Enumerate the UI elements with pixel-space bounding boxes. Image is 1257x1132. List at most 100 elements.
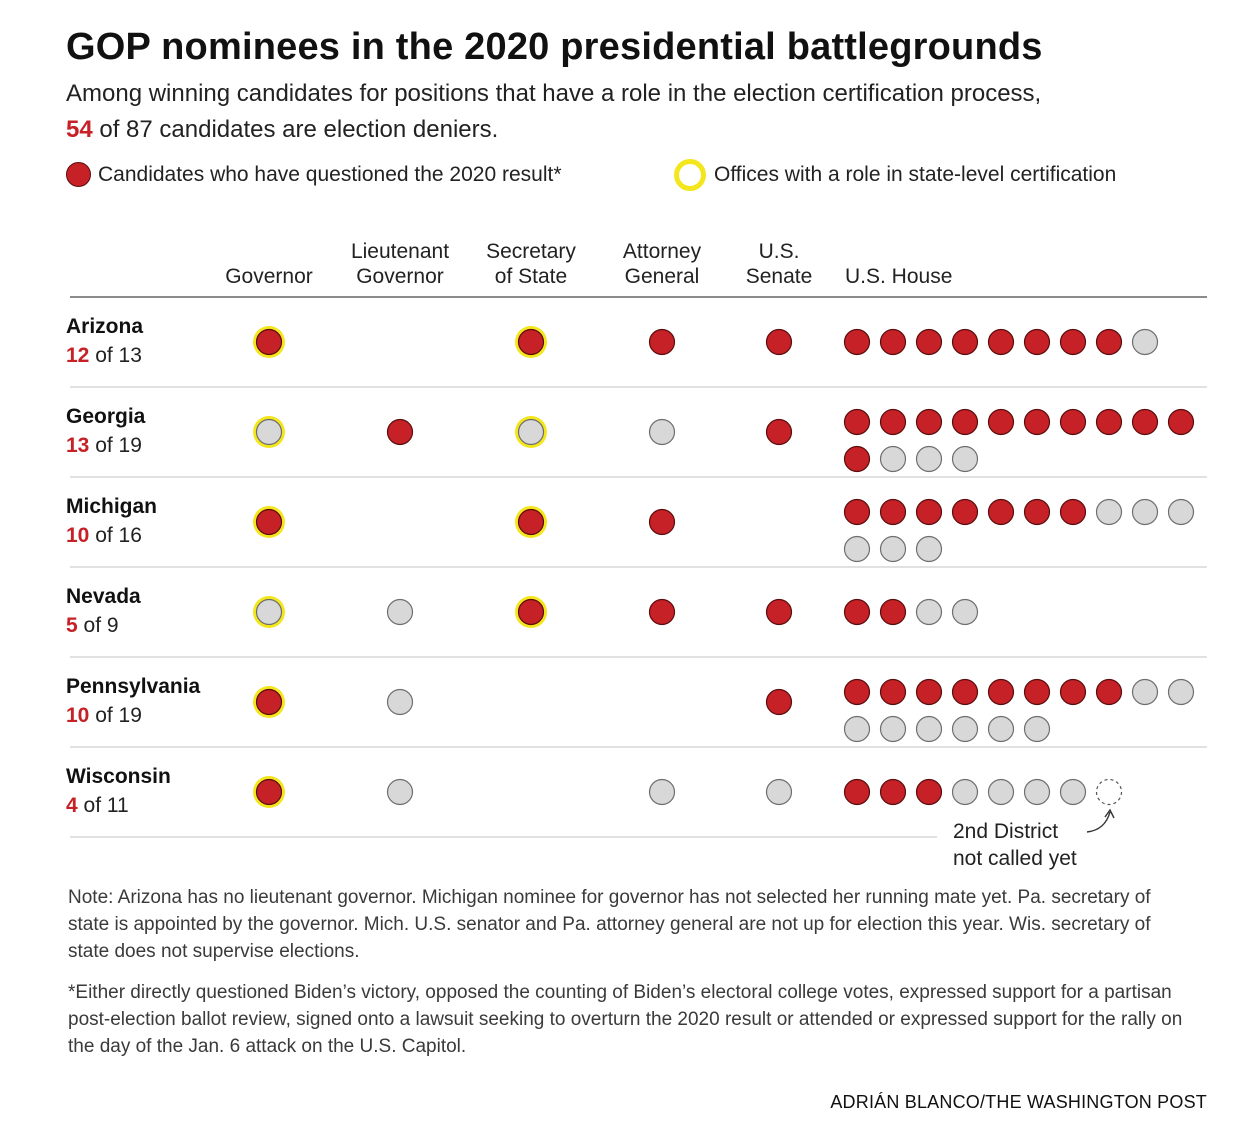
annotation-line2: not called yet bbox=[953, 847, 1077, 870]
house-dot-pennsylvania-other bbox=[843, 715, 871, 743]
state-total-pennsylvania: of 19 bbox=[89, 704, 142, 727]
chart-subtitle: Among winning candidates for positions t… bbox=[66, 76, 1216, 148]
state-count-wisconsin: 4 of 11 bbox=[66, 794, 129, 817]
house-dot-georgia-denier bbox=[1059, 408, 1087, 436]
house-dot-georgia-denier bbox=[843, 408, 871, 436]
column-header-lt-governor-line1: Lieutenant bbox=[351, 240, 449, 263]
house-dot-pennsylvania-other bbox=[987, 715, 1015, 743]
house-dot-pennsylvania-denier bbox=[915, 678, 943, 706]
house-dot-pennsylvania-other bbox=[1167, 678, 1195, 706]
state-name-nevada: Nevada bbox=[66, 585, 141, 608]
house-dot-arizona-denier bbox=[951, 328, 979, 356]
state-deniers-arizona: 12 bbox=[66, 344, 89, 367]
dot-georgia-secretary-of-state bbox=[517, 418, 545, 446]
house-dot-georgia-other bbox=[879, 445, 907, 473]
house-dot-georgia-denier bbox=[843, 445, 871, 473]
house-dot-pennsylvania-other bbox=[951, 715, 979, 743]
column-header-attorney-general-line2: General bbox=[625, 265, 700, 288]
house-dot-pennsylvania-denier bbox=[987, 678, 1015, 706]
state-deniers-georgia: 13 bbox=[66, 434, 89, 457]
state-deniers-wisconsin: 4 bbox=[66, 794, 78, 817]
dot-nevada-lt-governor bbox=[386, 598, 414, 626]
state-deniers-nevada: 5 bbox=[66, 614, 78, 637]
house-dot-wisconsin-denier bbox=[915, 778, 943, 806]
house-dot-pennsylvania-denier bbox=[879, 678, 907, 706]
house-dot-nevada-denier bbox=[843, 598, 871, 626]
house-dot-wisconsin-denier bbox=[879, 778, 907, 806]
dot-nevada-secretary-of-state bbox=[517, 598, 545, 626]
state-total-georgia: of 19 bbox=[89, 434, 142, 457]
house-dot-arizona-denier bbox=[987, 328, 1015, 356]
house-dot-michigan-denier bbox=[951, 498, 979, 526]
house-dot-wisconsin-other bbox=[1059, 778, 1087, 806]
state-count-arizona: 12 of 13 bbox=[66, 344, 142, 367]
state-count-michigan: 10 of 16 bbox=[66, 524, 142, 547]
footnote-text: *Either directly questioned Biden’s vict… bbox=[68, 982, 1183, 1057]
credit: ADRIÁN BLANCO/THE WASHINGTON POST bbox=[830, 1092, 1207, 1112]
house-dot-pennsylvania-other bbox=[915, 715, 943, 743]
dot-arizona-secretary-of-state bbox=[517, 328, 545, 356]
house-dot-georgia-denier bbox=[1095, 408, 1123, 436]
house-dot-pennsylvania-denier bbox=[843, 678, 871, 706]
house-dot-pennsylvania-other bbox=[1131, 678, 1159, 706]
house-dot-michigan-denier bbox=[915, 498, 943, 526]
house-dot-arizona-denier bbox=[1095, 328, 1123, 356]
legend-item-certification: Offices with a role in state-level certi… bbox=[674, 159, 1116, 191]
house-dot-pennsylvania-denier bbox=[1095, 678, 1123, 706]
dot-nevada-attorney-general bbox=[648, 598, 676, 626]
legend-label-questioned: Candidates who have questioned the 2020 … bbox=[98, 162, 562, 186]
legend-label-certification: Offices with a role in state-level certi… bbox=[714, 163, 1117, 186]
subtitle-line2: of 87 candidates are election deniers. bbox=[92, 116, 499, 143]
dot-michigan-governor bbox=[255, 508, 283, 536]
column-header-secretary-of-state-line2: of State bbox=[495, 265, 567, 288]
house-dot-arizona-denier bbox=[843, 328, 871, 356]
house-dot-arizona-denier bbox=[1059, 328, 1087, 356]
state-count-nevada: 5 of 9 bbox=[66, 614, 119, 637]
legend-yellow-ring-icon bbox=[674, 159, 706, 191]
house-dot-michigan-denier bbox=[987, 498, 1015, 526]
column-header-us-house: U.S. House bbox=[845, 265, 952, 288]
house-dot-nevada-denier bbox=[879, 598, 907, 626]
house-dot-nevada-other bbox=[915, 598, 943, 626]
state-count-georgia: 13 of 19 bbox=[66, 434, 142, 457]
dot-georgia-us-senate bbox=[765, 418, 793, 446]
dot-georgia-governor bbox=[255, 418, 283, 446]
house-dot-wisconsin-uncalled bbox=[1095, 778, 1123, 806]
house-dot-pennsylvania-other bbox=[879, 715, 907, 743]
dot-georgia-attorney-general bbox=[648, 418, 676, 446]
state-deniers-michigan: 10 bbox=[66, 524, 89, 547]
dot-nevada-us-senate bbox=[765, 598, 793, 626]
subtitle-line1: Among winning candidates for positions t… bbox=[66, 80, 1042, 107]
dot-pennsylvania-lt-governor bbox=[386, 688, 414, 716]
dot-wisconsin-governor bbox=[255, 778, 283, 806]
column-header-attorney-general-line1: Attorney bbox=[623, 240, 702, 263]
annotation-arrow bbox=[1086, 811, 1111, 833]
house-dot-georgia-other bbox=[915, 445, 943, 473]
dot-wisconsin-attorney-general bbox=[648, 778, 676, 806]
column-header-governor: Governor bbox=[225, 265, 313, 288]
house-dot-georgia-denier bbox=[1167, 408, 1195, 436]
house-dot-michigan-denier bbox=[879, 498, 907, 526]
dot-michigan-secretary-of-state bbox=[517, 508, 545, 536]
state-name-georgia: Georgia bbox=[66, 405, 146, 428]
annotation-line1: 2nd District bbox=[953, 820, 1058, 843]
house-dot-pennsylvania-denier bbox=[1023, 678, 1051, 706]
dot-pennsylvania-governor bbox=[255, 688, 283, 716]
house-dot-georgia-other bbox=[951, 445, 979, 473]
dot-pennsylvania-us-senate bbox=[765, 688, 793, 716]
legend-red-dot-icon bbox=[66, 162, 91, 187]
state-total-wisconsin: of 11 bbox=[78, 794, 129, 817]
column-header-us-senate-line2: Senate bbox=[746, 265, 813, 288]
house-dot-georgia-denier bbox=[987, 408, 1015, 436]
house-dot-georgia-denier bbox=[879, 408, 907, 436]
house-dot-pennsylvania-denier bbox=[1059, 678, 1087, 706]
chart-title: GOP nominees in the 2020 presidential ba… bbox=[66, 26, 1043, 68]
house-dot-michigan-denier bbox=[1059, 498, 1087, 526]
notes: Note: Arizona has no lieutenant governor… bbox=[68, 884, 1188, 1074]
state-total-nevada: of 9 bbox=[78, 614, 119, 637]
house-dot-arizona-other bbox=[1131, 328, 1159, 356]
annotation-arrowhead-icon bbox=[1104, 808, 1115, 819]
dot-georgia-lt-governor bbox=[386, 418, 414, 446]
dot-wisconsin-lt-governor bbox=[386, 778, 414, 806]
